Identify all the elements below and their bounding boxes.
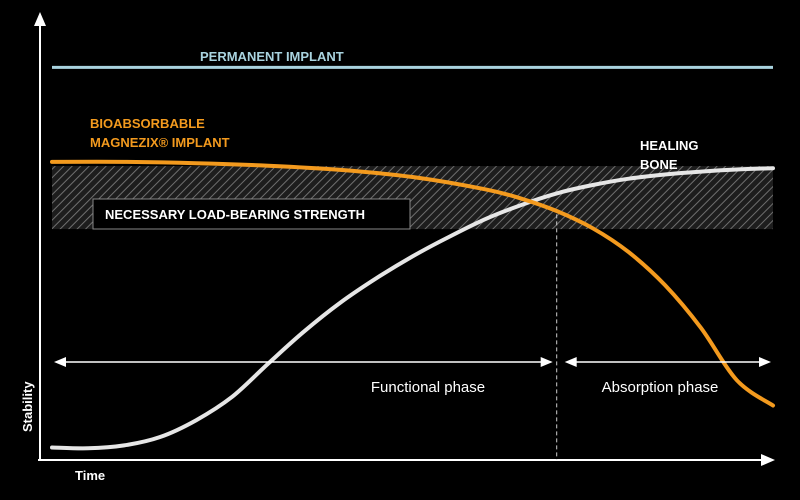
y-axis-label: Stability bbox=[20, 381, 35, 432]
load-bearing-label: NECESSARY LOAD-BEARING STRENGTH bbox=[105, 207, 365, 222]
arrow-left-icon bbox=[54, 357, 66, 367]
phase-absorption-label: Absorption phase bbox=[602, 379, 719, 396]
x-axis-label: Time bbox=[75, 468, 105, 483]
x-axis-arrow-icon bbox=[761, 454, 775, 466]
arrow-left-icon bbox=[564, 357, 577, 367]
arrow-right-icon bbox=[759, 357, 771, 367]
series-label-permanent-implant: PERMANENT IMPLANT bbox=[200, 49, 344, 64]
series-label-bone-line1: HEALING bbox=[640, 138, 699, 153]
series-line-healing-bone bbox=[50, 166, 775, 451]
series-label-magnezix-line2: MAGNEZIX® IMPLANT bbox=[90, 135, 230, 150]
phase-functional-label: Functional phase bbox=[371, 379, 485, 396]
phase-functional: Functional phase bbox=[54, 357, 553, 396]
load-bearing-label-box bbox=[92, 198, 411, 230]
phase-absorption: Absorption phase bbox=[564, 357, 771, 396]
arrow-right-icon bbox=[540, 357, 553, 367]
y-axis-arrow-icon bbox=[34, 12, 46, 26]
series-label-magnezix-line1: BIOABSORBABLE bbox=[90, 116, 205, 131]
series-line-magnezix-implant bbox=[50, 159, 775, 408]
series-label-bone-line2: BONE bbox=[640, 157, 678, 172]
